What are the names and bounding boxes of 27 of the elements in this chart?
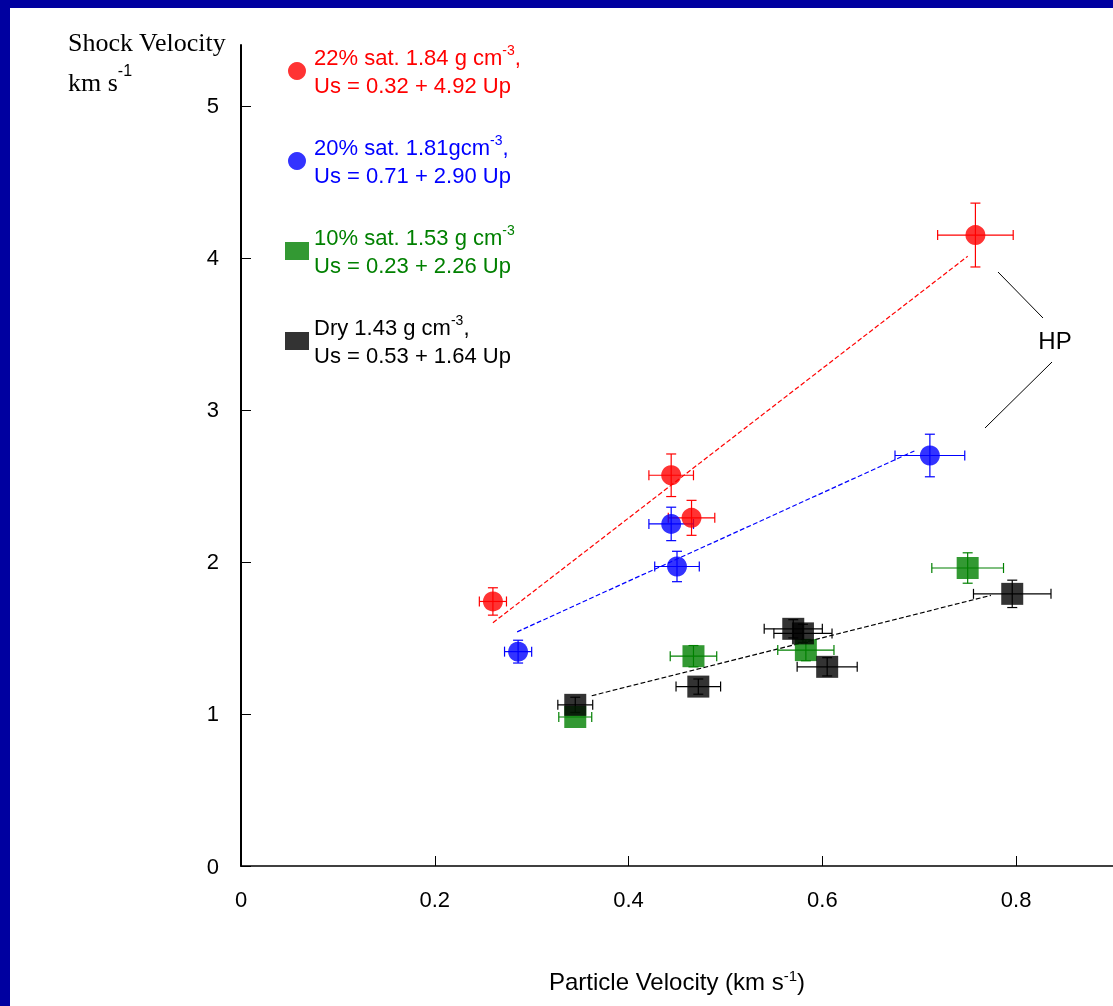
y-tick-label: 2: [206, 549, 219, 575]
x-tick-label: 0: [234, 886, 248, 912]
annotation: HP: [1038, 326, 1072, 354]
point: [919, 445, 940, 466]
x-tick-label: 0.2: [419, 886, 451, 912]
point: [661, 513, 682, 534]
point: [667, 556, 687, 577]
x-tick-label: 0.4: [613, 886, 644, 912]
point: [682, 645, 705, 668]
x-tick-label: 0.8: [1000, 886, 1032, 912]
point: [791, 622, 814, 645]
x-tick-label: 0.6: [807, 886, 838, 912]
point: [508, 641, 529, 662]
point: [482, 591, 503, 612]
y-tick-label: 3: [206, 397, 219, 423]
point: [1001, 582, 1024, 605]
y-tick-label: 4: [206, 245, 219, 271]
point: [661, 465, 682, 486]
point: [564, 693, 587, 716]
point: [681, 507, 702, 528]
y-tick-label: 1: [206, 701, 219, 727]
y-tick-label: 0: [206, 853, 219, 879]
point: [956, 557, 979, 580]
point: [687, 675, 710, 698]
y-tick-label: 5: [206, 93, 219, 119]
point: [965, 225, 986, 246]
point: [816, 655, 839, 678]
